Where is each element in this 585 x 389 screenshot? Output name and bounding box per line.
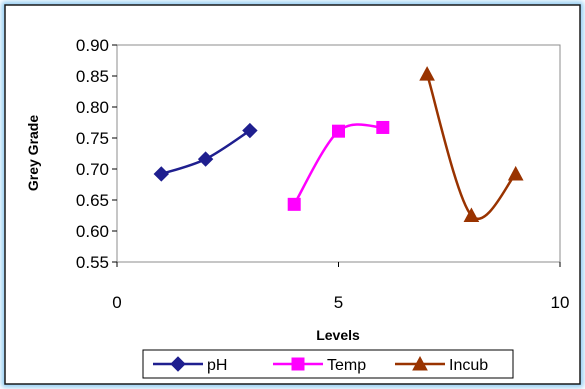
legend-item-incub: Incub [395, 355, 488, 374]
y-tick-label: 0.70 [76, 160, 109, 179]
legend-marker-incub [412, 355, 428, 371]
series-incub-point [419, 66, 435, 81]
y-tick-label: 0.55 [76, 253, 109, 272]
series-incub-point [507, 165, 524, 181]
legend-item-temp: Temp [273, 357, 366, 374]
legend-marker-ph [170, 356, 186, 372]
series-ph [153, 122, 258, 182]
y-tick-label: 0.90 [76, 36, 109, 55]
y-tick-label: 0.75 [76, 129, 109, 148]
legend-label-ph: pH [207, 357, 227, 374]
series-incub [419, 66, 524, 222]
y-axis-label: Grey Grade [25, 115, 41, 191]
y-tick-label: 0.80 [76, 98, 109, 117]
series-temp-point [287, 197, 301, 211]
legend-label-incub: Incub [449, 357, 488, 374]
series-temp [287, 120, 390, 211]
series-temp-point [376, 120, 390, 134]
legend-item-ph: pH [153, 356, 227, 374]
x-tick-label: 0 [112, 293, 121, 312]
y-tick-label: 0.65 [76, 191, 109, 210]
x-tick-label: 10 [551, 293, 570, 312]
y-tick-label: 0.85 [76, 67, 109, 86]
series-temp-point [332, 124, 345, 138]
series-incub-point [463, 207, 480, 222]
series-ph-point [153, 166, 170, 182]
x-axis-label: Levels [316, 327, 360, 343]
legend-marker-temp [291, 357, 305, 371]
legend: pH Temp Incub [142, 349, 514, 379]
plot-area [116, 44, 561, 263]
x-tick-label: 5 [334, 293, 343, 312]
y-tick-label: 0.60 [76, 222, 109, 241]
series-ph-point [197, 151, 214, 167]
series-ph-point [242, 122, 258, 139]
legend-box [142, 349, 514, 379]
legend-label-temp: Temp [327, 357, 366, 374]
